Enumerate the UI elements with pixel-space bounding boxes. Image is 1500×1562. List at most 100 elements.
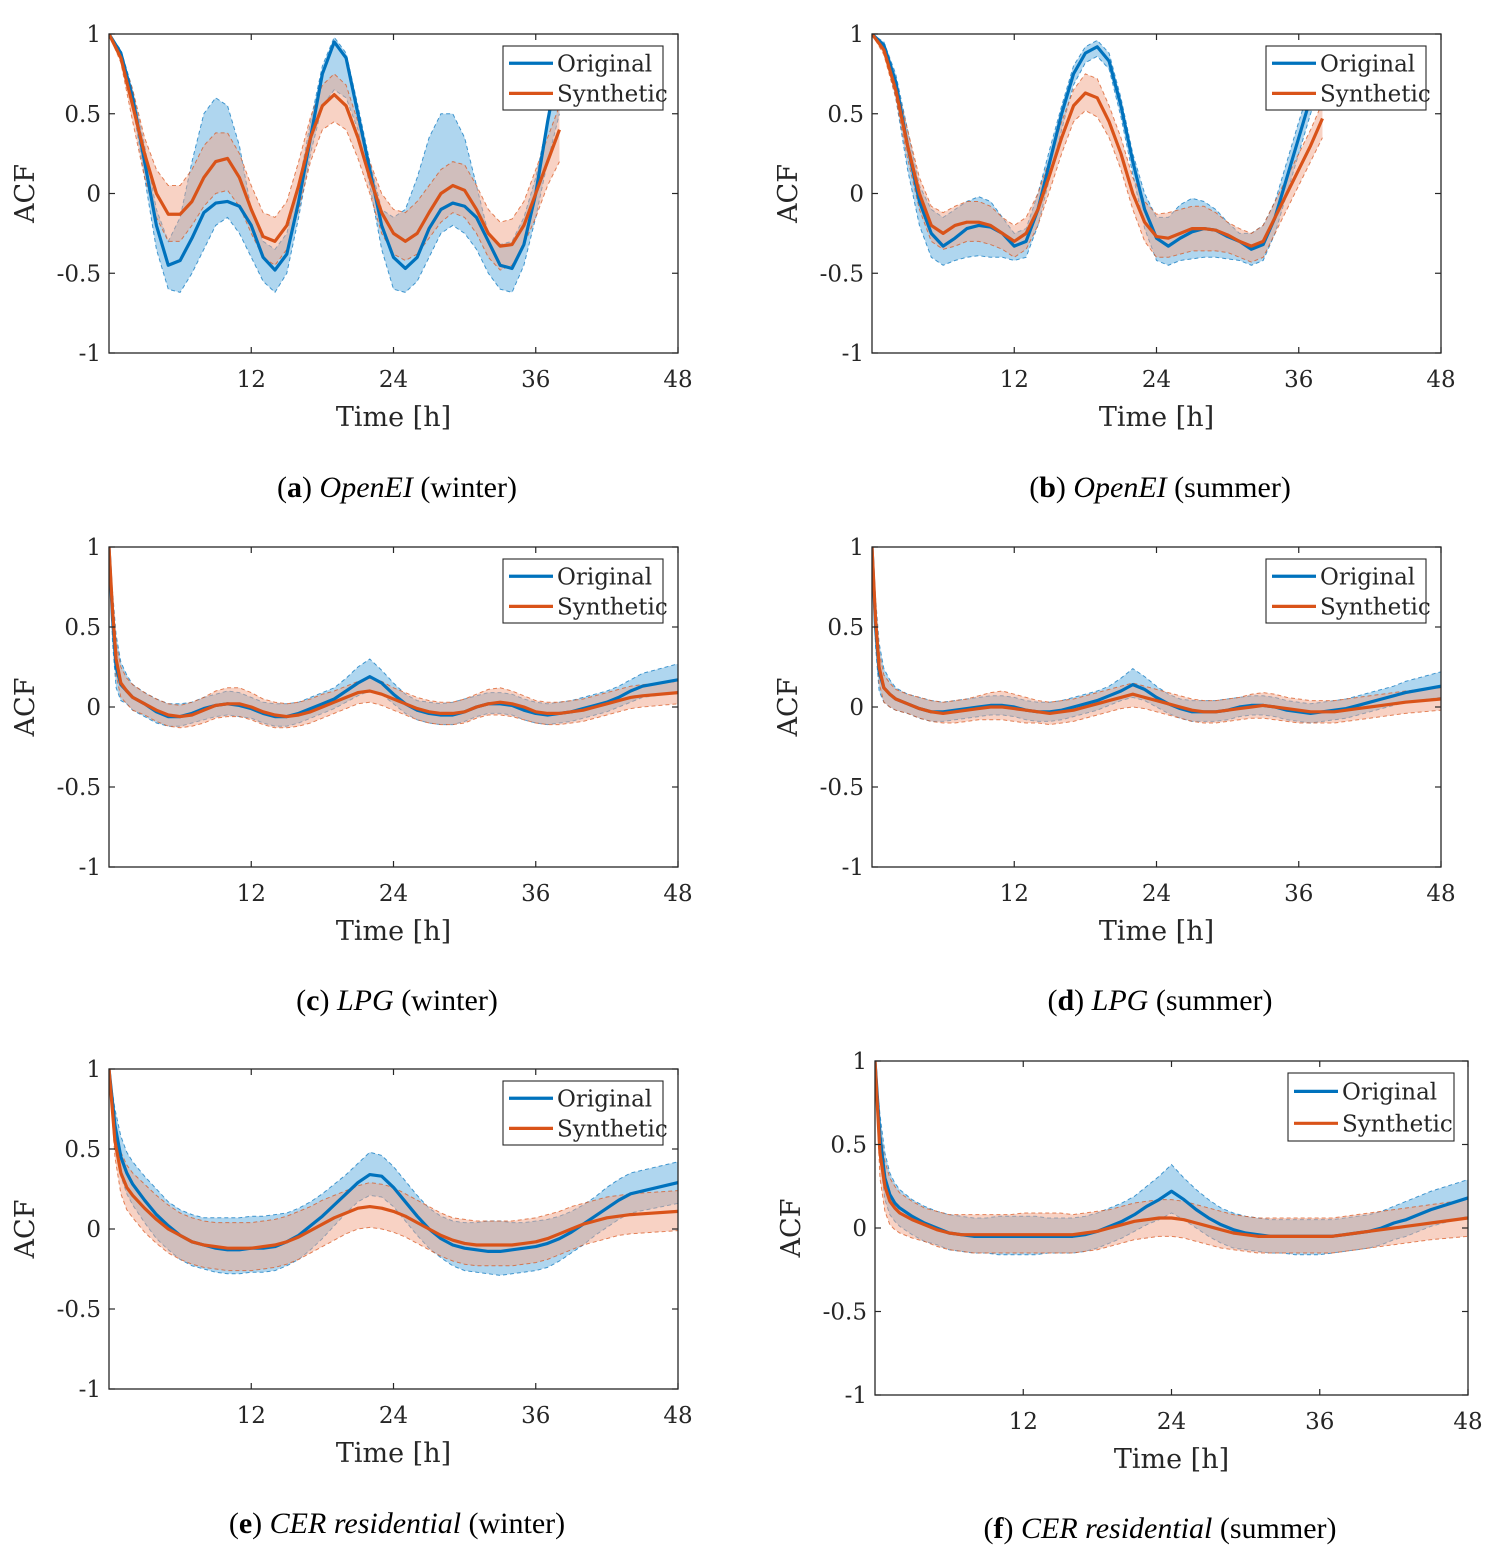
band-upper-original	[872, 547, 1441, 705]
legend: Original Synthetic	[1265, 45, 1431, 111]
x-axis-title: Time [h]	[1114, 1444, 1229, 1475]
band-synthetic	[109, 547, 678, 728]
x-tick-label: 12	[1009, 1409, 1038, 1435]
y-tick-label: -0.5	[57, 261, 101, 287]
series-line-original	[109, 34, 562, 272]
chart-panel-c: 12 24 36 48 -1 -0.5 0 0.5 1 Time [h] ACF Original Sy…	[10, 535, 693, 1017]
caption-letter: f	[993, 1512, 1004, 1545]
caption-season: (winter)	[401, 984, 498, 1017]
legend: Original Synthetic	[502, 558, 668, 624]
plot-data	[109, 547, 678, 729]
legend-label-synthetic: Synthetic	[1342, 1111, 1453, 1137]
y-tick-label: -1	[79, 341, 101, 367]
plot-data	[109, 34, 562, 294]
x-tick-label: 24	[379, 881, 408, 907]
series-line-synthetic	[109, 1069, 678, 1250]
y-axis-title: ACF	[773, 678, 804, 738]
caption-letter: e	[239, 1507, 252, 1540]
y-tick-label: 0.5	[64, 102, 101, 128]
x-tick-label: 12	[237, 1403, 266, 1429]
legend-label-synthetic: Synthetic	[1320, 81, 1431, 107]
x-tick-label: 36	[1284, 367, 1313, 393]
legend-box	[502, 45, 664, 111]
band-lower-synthetic	[875, 1061, 1468, 1254]
chart-panel-e: 12 24 36 48 -1 -0.5 0 0.5 1 Time [h] ACF Original Sy…	[10, 1057, 693, 1540]
legend: Original Synthetic	[502, 45, 668, 111]
x-tick-label: 36	[1284, 881, 1313, 907]
x-axis-title: Time [h]	[336, 916, 451, 947]
x-tick-label: 12	[237, 367, 266, 393]
x-tick-label: 24	[379, 367, 408, 393]
band-original	[109, 34, 560, 293]
x-tick-label: 48	[1426, 881, 1455, 907]
chart-panel-f: 12 24 36 48 -1 -0.5 0 0.5 1 Time [h] ACF Original Sy…	[776, 1049, 1483, 1545]
chart-panel-b: 12 24 36 48 -1 -0.5 0 0.5 1 Time [h] ACF Original Sy…	[773, 22, 1456, 504]
band-upper-synthetic	[109, 34, 560, 223]
band-lower-synthetic	[872, 547, 1441, 726]
x-tick-label: 24	[1157, 1409, 1186, 1435]
panel-caption: (c) LPG (winter)	[296, 984, 498, 1017]
y-tick-label: 1	[852, 1049, 867, 1075]
caption-season: (winter)	[420, 471, 517, 504]
plot-data	[872, 547, 1441, 726]
chart-panel-a: 12 24 36 48 -1 -0.5 0 0.5 1 Time [h] ACF Original Sy…	[10, 22, 693, 504]
y-tick-label: 0	[852, 1216, 867, 1242]
chart-panel-d: 12 24 36 48 -1 -0.5 0 0.5 1 Time [h] ACF Original Sy…	[773, 535, 1456, 1017]
legend-label-synthetic: Synthetic	[557, 594, 668, 620]
series-line-synthetic	[872, 547, 1441, 716]
plot-data	[875, 1061, 1468, 1256]
legend-label-original: Original	[557, 1086, 652, 1112]
legend-label-synthetic: Synthetic	[1320, 594, 1431, 620]
y-tick-label: 0	[86, 1217, 101, 1243]
x-tick-label: 36	[521, 881, 550, 907]
x-tick-label: 36	[521, 1403, 550, 1429]
caption-letter: c	[306, 984, 319, 1017]
y-tick-label: -1	[79, 855, 101, 881]
caption-letter: a	[287, 471, 302, 504]
y-tick-label: 1	[86, 535, 101, 561]
y-tick-label: 0	[849, 695, 864, 721]
y-tick-label: 1	[849, 535, 864, 561]
band-upper-synthetic	[872, 547, 1441, 703]
legend-label-original: Original	[1320, 51, 1415, 77]
legend-box	[1265, 45, 1427, 111]
caption-season: (summer)	[1174, 471, 1291, 504]
x-tick-label: 48	[1453, 1409, 1482, 1435]
legend-box	[1287, 1072, 1455, 1142]
panel-caption: (d) LPG (summer)	[1047, 984, 1272, 1017]
x-tick-label: 48	[1426, 367, 1455, 393]
panel-caption: (b) OpenEI (summer)	[1029, 471, 1291, 504]
legend-box	[502, 558, 664, 624]
series-line-synthetic	[109, 547, 678, 719]
x-tick-label: 24	[1142, 881, 1171, 907]
band-synthetic	[875, 1061, 1468, 1254]
x-tick-label: 12	[1000, 881, 1029, 907]
y-tick-label: 1	[849, 22, 864, 48]
plot-data	[872, 34, 1324, 266]
y-axis-title: ACF	[10, 164, 41, 224]
x-tick-label: 24	[1142, 367, 1171, 393]
band-lower-synthetic	[109, 547, 678, 729]
band-synthetic	[872, 547, 1441, 725]
caption-dataset: OpenEI	[320, 471, 415, 504]
caption-season: (summer)	[1220, 1512, 1337, 1545]
caption-dataset: OpenEI	[1073, 471, 1168, 504]
band-synthetic	[109, 1069, 678, 1271]
caption-dataset: LPG	[336, 984, 394, 1017]
y-axis-title: ACF	[10, 678, 41, 738]
x-tick-label: 48	[663, 1403, 692, 1429]
y-tick-label: 1	[86, 1057, 101, 1083]
band-synthetic	[872, 34, 1323, 263]
x-tick-label: 36	[1305, 1409, 1334, 1435]
caption-season: (winter)	[469, 1507, 566, 1540]
series-line-synthetic	[872, 34, 1324, 248]
series-line-synthetic	[875, 1061, 1468, 1238]
series-line-original	[872, 34, 1324, 251]
legend-label-original: Original	[557, 51, 652, 77]
y-tick-label: -1	[842, 855, 864, 881]
legend-box	[502, 1080, 664, 1146]
x-tick-label: 12	[237, 881, 266, 907]
legend-label-synthetic: Synthetic	[557, 1116, 668, 1142]
y-axis-title: ACF	[776, 1199, 807, 1259]
